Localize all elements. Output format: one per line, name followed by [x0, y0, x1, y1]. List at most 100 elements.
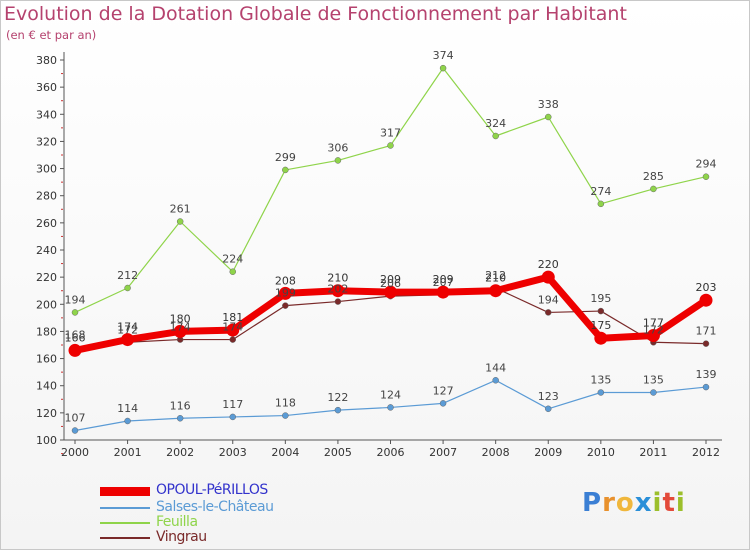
data-point	[68, 343, 82, 357]
data-label: 306	[327, 141, 348, 154]
data-label: 202	[327, 283, 348, 296]
data-label: 209	[380, 273, 401, 286]
data-label: 317	[380, 127, 401, 140]
data-label: 118	[275, 397, 296, 410]
data-point	[545, 113, 552, 121]
data-point	[229, 268, 236, 275]
x-tick-label: 2004	[271, 446, 299, 459]
data-label: 194	[538, 293, 559, 306]
data-label: 199	[275, 287, 296, 300]
data-point	[492, 377, 499, 384]
data-label: 294	[696, 158, 717, 171]
data-point	[71, 309, 79, 316]
data-label: 207	[433, 276, 454, 289]
legend-label-opoul: OPOUL-PéRILLOS	[156, 482, 268, 498]
data-point	[124, 284, 131, 292]
chart-subtitle: (en € et par an)	[6, 28, 97, 42]
data-label: 338	[538, 98, 559, 111]
data-label: 210	[327, 272, 348, 285]
x-tick-label: 2011	[639, 446, 667, 459]
data-label: 144	[485, 361, 506, 374]
data-point	[334, 298, 342, 305]
chart-title: Evolution de la Dotation Globale de Fonc…	[4, 3, 627, 25]
data-point	[334, 157, 342, 164]
data-label: 261	[170, 203, 191, 216]
data-label: 299	[275, 151, 296, 164]
data-label: 107	[65, 412, 86, 425]
x-tick-label: 2012	[692, 446, 720, 459]
data-point	[71, 427, 79, 434]
data-point	[121, 333, 135, 347]
data-point	[331, 284, 345, 298]
legend-label-feuilla: Feuilla	[156, 514, 198, 530]
data-label: 139	[696, 368, 717, 381]
data-point	[597, 389, 605, 396]
data-label: 195	[590, 292, 611, 305]
data-label: 175	[590, 319, 611, 332]
data-point	[439, 400, 447, 407]
data-label: 224	[222, 253, 243, 266]
data-point	[650, 185, 657, 193]
data-label: 123	[538, 390, 559, 403]
data-point	[282, 166, 289, 174]
data-label: 168	[65, 329, 86, 342]
data-point	[545, 405, 552, 413]
data-label: 285	[643, 170, 664, 183]
data-label: 174	[222, 321, 243, 334]
data-label: 172	[643, 323, 664, 336]
x-tick-label: 2000	[61, 446, 89, 459]
x-tick-label: 2007	[429, 446, 457, 459]
data-label: 172	[117, 323, 138, 336]
data-point	[282, 302, 289, 309]
data-label: 203	[696, 281, 717, 294]
data-point	[334, 406, 342, 414]
legend-label-vingrau: Vingrau	[156, 529, 207, 545]
data-point	[176, 218, 184, 225]
data-label: 180	[170, 312, 191, 325]
x-tick-label: 2002	[166, 446, 194, 459]
data-label: 122	[327, 391, 348, 404]
data-label: 209	[433, 273, 454, 286]
data-point	[439, 64, 447, 72]
data-point	[229, 413, 236, 421]
data-label: 220	[538, 258, 559, 271]
y-tick-label: 100	[36, 434, 57, 447]
legend-swatch-vingrau	[100, 537, 150, 539]
y-tick-label: 280	[36, 190, 57, 203]
data-label: 206	[380, 277, 401, 290]
data-label: 124	[380, 388, 401, 401]
y-tick-label: 340	[36, 108, 57, 121]
data-point	[226, 323, 240, 337]
data-point	[387, 142, 394, 149]
data-point	[384, 285, 397, 299]
data-point	[545, 309, 552, 316]
y-tick-label: 240	[36, 244, 57, 257]
data-point	[646, 329, 660, 342]
data-point	[489, 284, 503, 298]
data-point	[282, 412, 289, 419]
data-label: 274	[590, 185, 611, 198]
data-label: 114	[117, 402, 138, 415]
y-tick-label: 200	[36, 298, 57, 311]
data-label: 194	[65, 293, 86, 306]
data-point	[229, 336, 236, 343]
data-label: 374	[433, 49, 454, 62]
y-tick-label: 300	[36, 163, 57, 176]
y-tick-label: 120	[36, 407, 57, 420]
data-point	[387, 404, 394, 411]
data-label: 171	[696, 325, 717, 338]
data-point	[541, 270, 555, 284]
x-tick-label: 2009	[534, 446, 562, 459]
y-tick-label: 360	[36, 81, 57, 94]
x-tick-label: 2005	[324, 446, 352, 459]
data-label: 177	[643, 317, 664, 330]
legend-swatch-feuilla	[100, 522, 150, 524]
legend-label-salses: Salses-le-Château	[156, 499, 274, 515]
x-tick-label: 2008	[482, 446, 510, 459]
y-tick-label: 380	[36, 54, 57, 67]
data-label: 127	[433, 384, 454, 397]
data-label: 212	[117, 269, 138, 282]
data-point	[597, 307, 605, 315]
data-label: 208	[275, 274, 296, 287]
